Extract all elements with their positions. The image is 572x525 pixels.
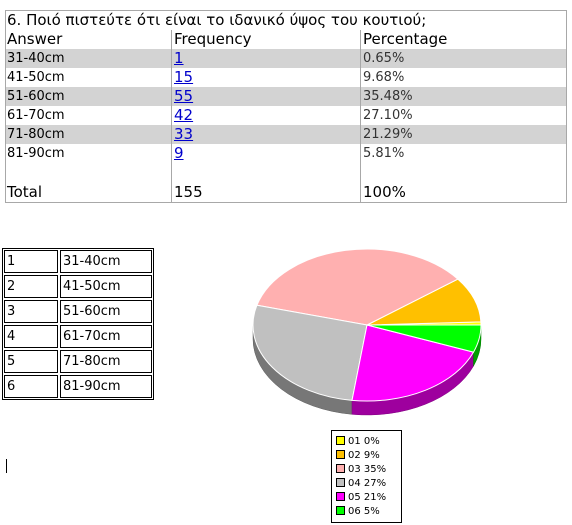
answer-cell: 61-70cm (7, 108, 65, 123)
pie-legend-item: 04 27% (336, 477, 386, 491)
pie-legend-swatch (336, 506, 345, 515)
table-row: 61-70cm 42 27.10% (6, 106, 566, 125)
answer-cell: 51-60cm (7, 89, 65, 104)
frequency-cell: 1 (171, 49, 184, 68)
legend-range: 31-40cm (60, 250, 152, 273)
frequency-link[interactable]: 42 (174, 106, 194, 124)
legend-number: 6 (4, 375, 58, 398)
answer-cell: 71-80cm (7, 127, 65, 142)
frequency-header: Frequency (171, 30, 252, 49)
text-cursor (6, 459, 7, 473)
legend-number: 2 (4, 275, 58, 298)
pie-slice-5 (351, 324, 475, 402)
table-row: 41-50cm 15 9.68% (6, 68, 566, 87)
percentage-cell: 35.48% (360, 87, 413, 106)
legend-number: 4 (4, 325, 58, 348)
table-row: 81-90cm 9 5.81% (6, 144, 566, 163)
pie-chart (252, 248, 482, 416)
frequency-link[interactable]: 1 (174, 49, 184, 67)
pie-legend-item: 03 35% (336, 463, 386, 477)
pie-legend-label: 02 9% (348, 450, 380, 461)
header-row: Answer Frequency Percentage (6, 30, 566, 49)
pie-legend-swatch (336, 436, 345, 445)
frequency-cell: 33 (171, 125, 193, 144)
frequency-link[interactable]: 15 (174, 68, 194, 86)
percentage-cell: 0.65% (360, 49, 404, 68)
pie-chart-legend: 01 0% 02 9% 03 35% 04 27% 05 21% 06 5% (331, 430, 402, 523)
percentage-cell: 21.29% (360, 125, 413, 144)
total-percentage: 100% (360, 183, 406, 202)
pie-legend-item: 02 9% (336, 449, 380, 463)
table-row: 31-40cm 1 0.65% (6, 49, 566, 68)
table-row: 51-60cm 55 35.48% (6, 87, 566, 106)
pie-slice-4 (252, 304, 368, 401)
frequency-link[interactable]: 33 (174, 125, 194, 143)
pie-legend-swatch (336, 478, 345, 487)
pie-slice-6 (366, 324, 482, 353)
pie-legend-label: 05 21% (348, 492, 387, 503)
total-row: Total 155 100% (6, 183, 566, 202)
pie-legend-label: 01 0% (348, 436, 380, 447)
percentage-cell: 27.10% (360, 106, 413, 125)
frequency-cell: 9 (171, 144, 184, 163)
legend-range: 71-80cm (60, 350, 152, 373)
legend-row: 3 51-60cm (4, 300, 152, 323)
frequency-cell: 15 (171, 68, 193, 87)
legend-number: 3 (4, 300, 58, 323)
pie-legend-swatch (336, 492, 345, 501)
percentage-cell: 9.68% (360, 68, 404, 87)
question-title: 6. Ποιό πιστεύτε ότι είναι το ιδανικό ύψ… (7, 11, 427, 29)
spacer-cell (171, 163, 174, 183)
legend-row: 2 41-50cm (4, 275, 152, 298)
frequency-cell: 55 (171, 87, 193, 106)
pie-legend-item: 06 5% (336, 505, 380, 519)
legend-range: 51-60cm (60, 300, 152, 323)
pie-legend-item: 05 21% (336, 491, 386, 505)
total-label: Total (7, 183, 43, 201)
pie-legend-label: 04 27% (348, 478, 387, 489)
answer-cell: 31-40cm (7, 51, 65, 66)
pie-slice-3 (256, 248, 459, 326)
legend-number: 5 (4, 350, 58, 373)
pie-legend-label: 03 35% (348, 464, 387, 475)
answer-legend-table: 1 31-40cm 2 41-50cm 3 51-60cm 4 61-70cm … (2, 248, 154, 400)
pie-legend-swatch (336, 450, 345, 459)
pie-legend-swatch (336, 464, 345, 473)
answer-cell: 81-90cm (7, 146, 65, 161)
legend-row: 6 81-90cm (4, 375, 152, 398)
percentage-header: Percentage (360, 30, 447, 49)
total-frequency: 155 (171, 183, 203, 202)
answer-cell: 41-50cm (7, 70, 65, 85)
answer-header: Answer (7, 30, 63, 48)
legend-range: 61-70cm (60, 325, 152, 348)
legend-row: 5 71-80cm (4, 350, 152, 373)
frequency-cell: 42 (171, 106, 193, 125)
spacer-row (6, 163, 566, 183)
legend-range: 41-50cm (60, 275, 152, 298)
survey-results-table: 6. Ποιό πιστεύτε ότι είναι το ιδανικό ύψ… (5, 10, 567, 203)
spacer-cell (360, 163, 363, 183)
legend-range: 81-90cm (60, 375, 152, 398)
frequency-link[interactable]: 9 (174, 144, 184, 162)
legend-row: 1 31-40cm (4, 250, 152, 273)
legend-number: 1 (4, 250, 58, 273)
pie-legend-label: 06 5% (348, 506, 380, 517)
pie-legend-item: 01 0% (336, 435, 380, 449)
frequency-link[interactable]: 55 (174, 87, 194, 105)
legend-row: 4 61-70cm (4, 325, 152, 348)
table-row: 71-80cm 33 21.29% (6, 125, 566, 144)
percentage-cell: 5.81% (360, 144, 404, 163)
